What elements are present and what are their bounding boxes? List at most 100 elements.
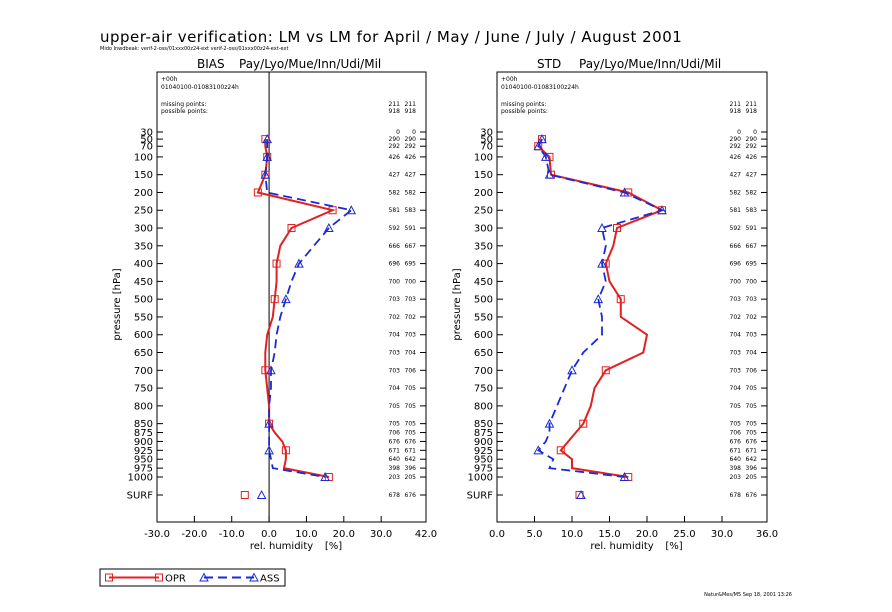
level-count: 700: [389, 278, 401, 285]
level-count: 703: [405, 332, 417, 339]
level-count: 702: [730, 314, 742, 321]
y-tick-label: 700: [134, 366, 153, 377]
x-tick-label: 0.0: [261, 529, 277, 540]
y-tick-label: 70: [140, 142, 153, 153]
missing-count: 211: [730, 101, 742, 108]
data-point-ass: [324, 222, 334, 233]
y-tick-label: SURF: [467, 491, 494, 502]
level-count: 704: [730, 385, 742, 392]
level-count: 292: [389, 143, 401, 150]
level-count: 705: [730, 403, 742, 410]
level-count: 705: [746, 385, 758, 392]
level-count: 582: [730, 189, 742, 196]
data-point-ass: [262, 134, 273, 144]
level-count: 290: [389, 136, 401, 143]
level-count: 676: [405, 492, 417, 499]
info-line: +00h: [501, 76, 518, 83]
y-tick-label: 600: [134, 330, 153, 341]
level-count: 0: [753, 129, 757, 136]
panel-title: STD: [537, 57, 561, 71]
y-tick-label: 100: [474, 152, 493, 163]
y-tick-label: 400: [474, 259, 493, 270]
level-count: 703: [746, 296, 758, 303]
x-axis-label: rel. humidity: [250, 541, 313, 552]
level-count: 703: [389, 296, 401, 303]
level-count: 581: [389, 207, 401, 214]
data-point-ass: [533, 445, 544, 455]
level-count: 705: [405, 403, 417, 410]
info-line: 01040100-01083100z24h: [161, 84, 239, 91]
data-point-opr: [616, 295, 625, 304]
level-count: 705: [405, 430, 417, 437]
level-count: 676: [405, 438, 417, 445]
level-count: 642: [746, 456, 758, 463]
y-tick-label: 975: [474, 464, 493, 475]
y-tick-label: 750: [474, 384, 493, 395]
level-count: 676: [730, 438, 742, 445]
surf-point-opr: [240, 491, 249, 499]
info-line: 01040100-01083100z24h: [501, 84, 579, 91]
x-tick-label: -10.0: [219, 529, 245, 540]
level-count: 695: [746, 261, 758, 268]
data-point-ass: [597, 258, 607, 268]
y-tick-label: 200: [134, 188, 153, 199]
missing-label: missing points:: [161, 101, 206, 108]
data-point-opr: [579, 419, 588, 428]
level-count: 706: [405, 367, 417, 374]
level-count: 292: [405, 143, 417, 150]
x-tick-label: 36.0: [756, 529, 778, 540]
panel-title: BIAS: [197, 57, 225, 71]
x-axis-unit: [%]: [325, 541, 342, 552]
level-count: 398: [730, 465, 742, 472]
level-count: 671: [389, 447, 401, 454]
level-count: 427: [746, 172, 758, 179]
y-tick-label: 250: [474, 206, 493, 217]
level-count: 703: [730, 350, 742, 357]
possible-label: possible points:: [501, 108, 548, 115]
level-count: 696: [730, 261, 742, 268]
level-count: 703: [730, 367, 742, 374]
x-tick-label: 30.0: [711, 529, 733, 540]
plot-frame: [156, 71, 427, 523]
y-tick-label: 650: [474, 348, 493, 359]
x-axis-unit: [%]: [665, 541, 682, 552]
level-count: 666: [730, 243, 742, 250]
y-tick-label: 300: [474, 224, 493, 235]
data-point-ass: [657, 205, 667, 215]
legend-frame: [99, 568, 286, 587]
y-tick-label: 800: [474, 401, 493, 412]
level-count: 426: [746, 154, 758, 161]
data-point-ass: [537, 134, 547, 144]
y-tick-label: 50: [480, 135, 493, 146]
y-tick-label: 30: [480, 128, 493, 139]
level-count: 427: [405, 172, 417, 179]
level-count: 0: [412, 129, 416, 136]
level-count: 205: [405, 474, 417, 481]
y-tick-label: 70: [480, 142, 493, 153]
level-count: 671: [746, 447, 758, 454]
level-count: 583: [746, 207, 758, 214]
level-count: 678: [730, 492, 742, 499]
x-tick-label: 10.0: [295, 529, 317, 540]
y-tick-label: 800: [134, 401, 153, 412]
data-point-ass: [264, 445, 274, 455]
data-point-opr: [556, 446, 565, 455]
level-count: 705: [746, 421, 758, 428]
level-count: 705: [405, 385, 417, 392]
y-axis-label: pressure [hPa]: [112, 268, 123, 340]
level-count: 640: [389, 456, 401, 463]
level-count: 581: [730, 207, 742, 214]
data-point-ass: [260, 169, 271, 179]
level-count: 706: [746, 367, 758, 374]
level-count: 695: [405, 261, 417, 268]
possible-count: 918: [389, 108, 401, 115]
y-tick-label: 250: [134, 206, 153, 217]
level-count: 678: [389, 492, 401, 499]
possible-count: 918: [405, 108, 417, 115]
possible-count: 918: [746, 108, 758, 115]
level-count: 705: [389, 403, 401, 410]
y-tick-label: 875: [134, 428, 153, 439]
chart-panel-bias: [156, 71, 427, 523]
missing-count: 211: [746, 101, 758, 108]
level-count: 666: [389, 243, 401, 250]
